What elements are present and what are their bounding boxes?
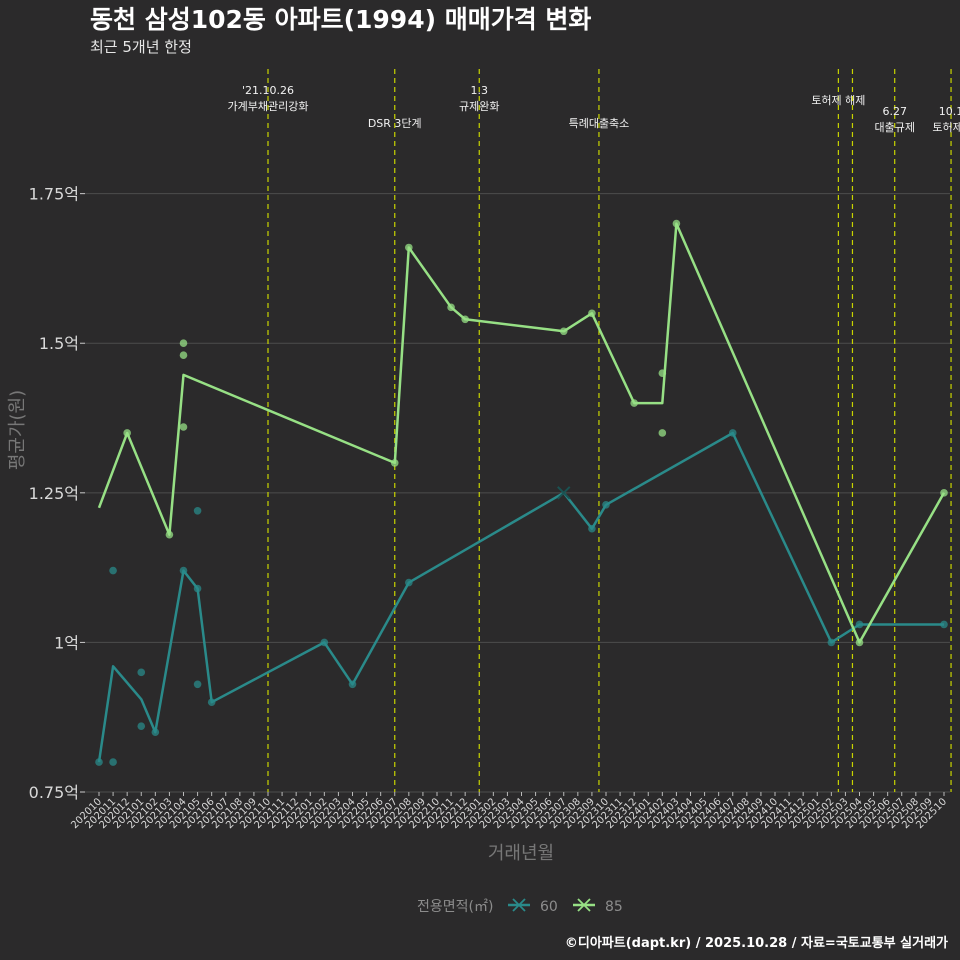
legend-title: 전용면적(㎡) [417, 899, 493, 915]
data-point-60 [940, 620, 948, 629]
event-label: 토허제 해제 [811, 93, 865, 107]
data-point-cross-60 [557, 486, 571, 500]
legend-label-60[interactable]: 60 [540, 899, 558, 915]
y-tick-label: 1.75억 [29, 185, 79, 204]
event-label: 6.27 [882, 105, 907, 118]
data-point-60 [207, 698, 216, 707]
data-point-60 [320, 638, 329, 647]
data-point-85 [461, 315, 469, 324]
data-point-60 [95, 758, 103, 766]
data-point-85 [390, 459, 399, 467]
data-point-85 [447, 303, 455, 312]
y-tick-label: 1억 [54, 633, 79, 652]
x-axis: 2020102020112020122021012021022021032021… [69, 792, 949, 831]
data-point-60 [151, 728, 160, 736]
data-point-85 [179, 339, 188, 348]
data-point-60 [109, 566, 117, 575]
event-label: 대출규제 [874, 121, 914, 134]
data-point-60 [855, 620, 864, 629]
chart-title: 동천 삼성102동 아파트(1994) 매매가격 변화 [90, 5, 591, 34]
data-point-60 [405, 578, 413, 587]
event-label: 1.3 [471, 84, 489, 97]
legend[interactable]: 전용면적(㎡) 60 85 [417, 898, 623, 915]
data-point-60 [588, 524, 596, 533]
data-point-60 [827, 638, 836, 647]
series-line-85 [97, 222, 946, 644]
event-label: DSR 3단계 [368, 117, 422, 130]
data-point-60 [193, 584, 202, 593]
data-point-60 [137, 668, 146, 677]
x-axis-title: 거래년월 [488, 843, 554, 864]
data-point-60 [179, 566, 188, 575]
data-point-85 [940, 489, 948, 497]
y-tick-label: 1.25억 [29, 484, 79, 503]
data-point-85 [672, 219, 681, 228]
y-axis-title: 평균가(원) [7, 390, 28, 470]
data-point-85 [855, 638, 864, 647]
event-label: 특례대출축소 [569, 117, 630, 130]
data-series [95, 219, 948, 766]
data-point-60 [728, 429, 737, 437]
legend-label-85[interactable]: 85 [605, 899, 623, 915]
grid-lines [85, 193, 950, 793]
legend-key-cross-60 [512, 898, 526, 912]
data-point-85 [588, 309, 596, 318]
data-point-85 [165, 530, 174, 539]
chart-subtitle: 최근 5개년 한정 [90, 38, 192, 56]
source-caption: ©디아파트(dapt.kr) / 2025.10.28 / 자료=국토교통부 실… [565, 935, 948, 951]
data-point-85 [123, 429, 131, 437]
data-point-85 [179, 351, 188, 359]
data-point-85 [630, 399, 638, 407]
data-point-60 [137, 722, 146, 730]
series-line-60 [97, 431, 944, 763]
event-label: '21.10.26 [242, 84, 294, 97]
event-label: 토허제5 [932, 121, 960, 134]
data-point-60 [602, 500, 610, 509]
data-point-85 [179, 423, 188, 431]
event-label: 10.1 [939, 105, 960, 118]
data-point-85 [559, 327, 568, 336]
data-point-60 [109, 758, 117, 766]
event-label: 규제완화 [459, 100, 499, 113]
event-label: 가계부채관리강화 [228, 100, 309, 113]
data-point-60 [193, 680, 202, 689]
data-point-60 [348, 680, 357, 689]
data-point-85 [405, 243, 413, 252]
data-point-60 [193, 506, 202, 515]
y-axis: 0.75억 1억 1.25억 1.5억 1.75억 [29, 185, 85, 802]
legend-key-cross-85 [577, 898, 591, 912]
data-point-85 [658, 369, 667, 377]
y-tick-label: 1.5억 [39, 334, 79, 353]
y-tick-label: 0.75억 [29, 783, 79, 802]
data-point-85 [658, 429, 667, 437]
